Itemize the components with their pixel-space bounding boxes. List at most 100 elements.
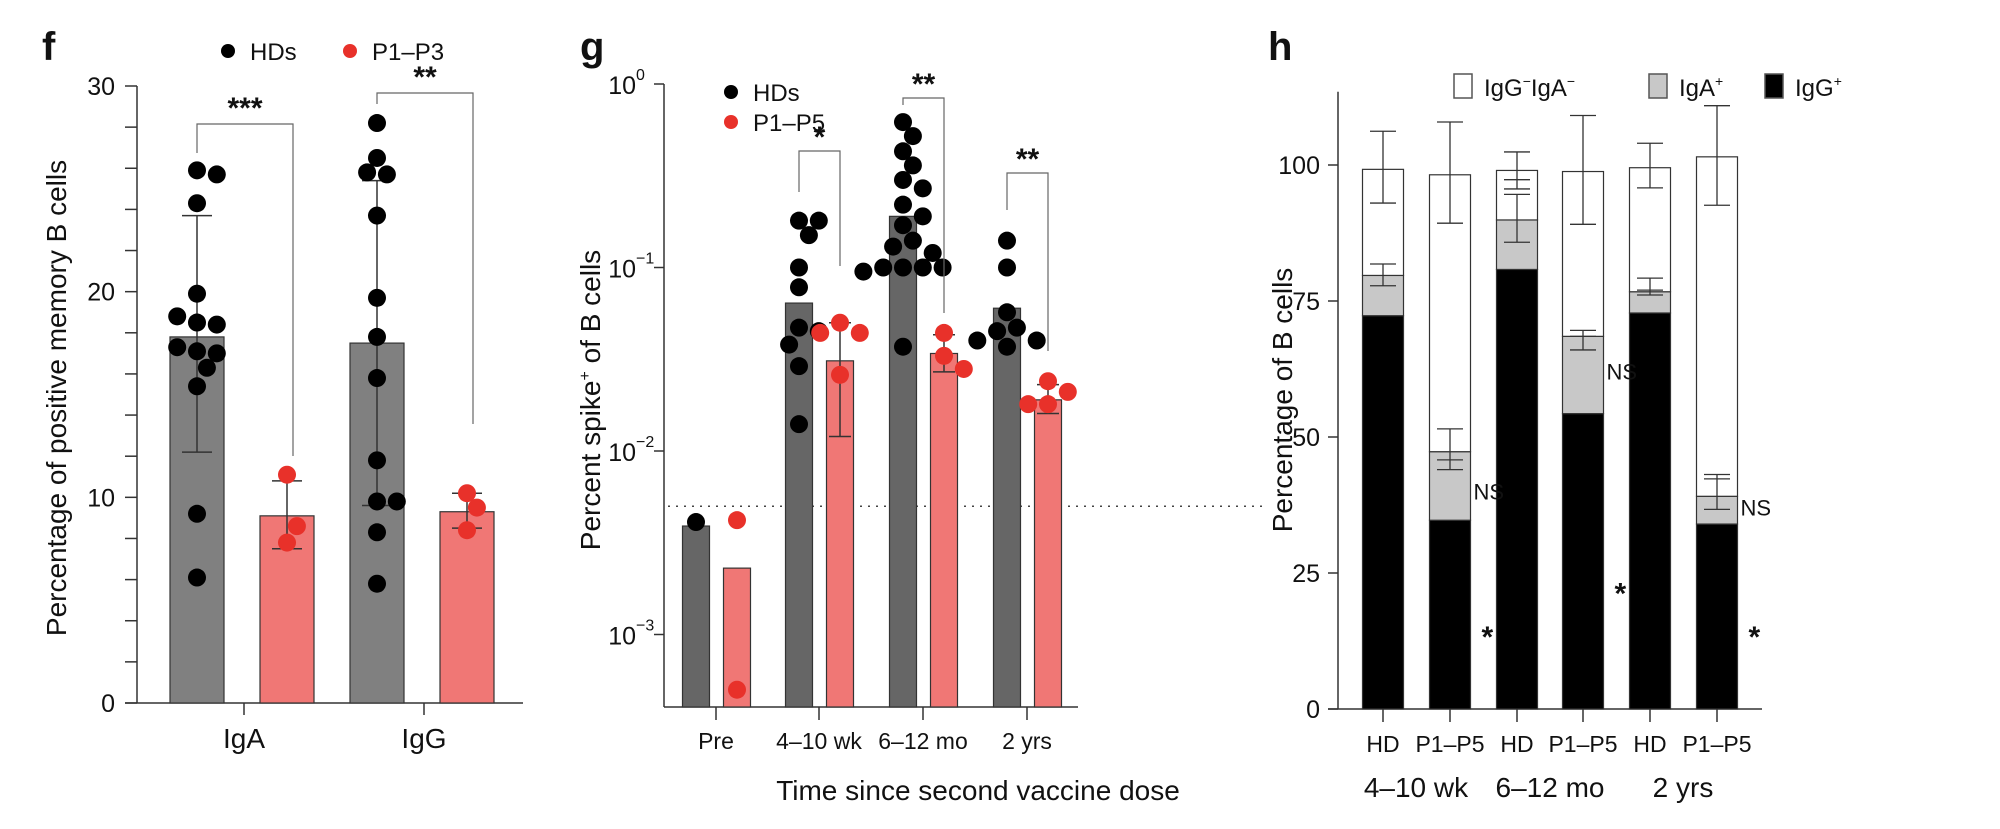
data-point-g — [799, 226, 818, 245]
data-point-g — [850, 323, 869, 342]
data-point-g — [884, 237, 903, 256]
legend-label-g: P1–P5 — [753, 110, 825, 137]
data-point-f — [368, 206, 386, 225]
stacked-bar-segment-h — [1561, 170, 1605, 337]
y-tick-label-g: 10 — [608, 439, 636, 467]
x-tick-label-g: 4–10 wk — [776, 728, 862, 754]
significance-bracket-g — [1006, 172, 1049, 351]
error-bars-f — [182, 179, 482, 550]
significance-label-f: ** — [413, 61, 437, 94]
data-point-g — [1039, 372, 1057, 391]
significance-bracket-f — [376, 92, 474, 424]
error-bars-h — [1370, 105, 1730, 511]
legend-marker-f — [221, 44, 235, 58]
y-tick-label-h: 100 — [1278, 152, 1320, 180]
data-point-g — [831, 365, 849, 384]
data-point-g — [903, 231, 922, 250]
data-point-f — [368, 574, 386, 593]
legend-label-h: IgA+ — [1679, 73, 1723, 102]
data-point-g — [1027, 331, 1046, 350]
legend-superscript-h: − — [1567, 73, 1575, 89]
legend-label-f: P1–P3 — [372, 39, 444, 66]
data-point-g — [998, 303, 1016, 322]
data-point-g — [894, 170, 912, 189]
significance-bracket-g — [798, 150, 841, 266]
data-point-g — [1007, 318, 1026, 337]
data-point-f — [368, 369, 386, 388]
data-point-g — [1019, 395, 1038, 414]
legend-f: HDs P1–P3 — [221, 39, 444, 66]
data-point-g — [790, 357, 808, 376]
y-tick-exponent-g: −1 — [636, 251, 654, 268]
data-point-f — [188, 504, 206, 523]
x-tick-label-g: Pre — [698, 728, 734, 754]
legend-swatch-h — [1648, 73, 1668, 99]
data-point-f — [368, 288, 386, 307]
legend-label-h: IgG−IgA− — [1484, 73, 1575, 102]
data-point-f — [287, 517, 306, 536]
data-point-f — [197, 358, 216, 377]
data-point-f — [358, 163, 377, 182]
stacked-bar-segment-h — [1361, 168, 1405, 277]
data-point-g — [790, 258, 808, 277]
data-point-f — [377, 165, 396, 184]
x-tick-label-h: P1–P5 — [1682, 731, 1751, 757]
data-point-g — [854, 262, 873, 281]
data-point-f — [188, 284, 206, 303]
x-tick-label-g: 6–12 mo — [878, 728, 968, 754]
data-point-g — [831, 313, 849, 332]
legend-text-part-h: IgA — [1531, 75, 1567, 102]
y-tick-exponent-g: 0 — [636, 67, 645, 84]
data-point-f — [458, 521, 476, 540]
points-f — [168, 114, 486, 593]
legend-superscript-h: + — [1834, 73, 1842, 89]
panel-letter-h: h — [1268, 25, 1292, 69]
legend-marker-g — [724, 115, 738, 129]
y-tick-label-g: 10 — [608, 72, 636, 100]
y-tick-label-g: 10 — [608, 256, 636, 284]
data-point-g — [728, 511, 746, 530]
group-label-h: 6–12 mo — [1496, 772, 1605, 803]
bar-g — [681, 525, 711, 708]
x-tick-label-h: HD — [1366, 731, 1399, 757]
data-point-f — [368, 451, 386, 470]
data-point-g — [954, 359, 973, 378]
data-point-g — [913, 207, 932, 226]
data-point-g — [894, 142, 912, 161]
data-point-f — [207, 344, 226, 363]
significance-label-g: * — [814, 121, 826, 154]
data-point-g — [811, 323, 830, 342]
data-point-f — [368, 523, 386, 542]
x-tick-label-h: HD — [1633, 731, 1666, 757]
significance-label-g: ** — [1016, 143, 1040, 176]
data-point-g — [935, 323, 953, 342]
y-tick-label-f: 10 — [87, 484, 115, 512]
significance-label-h: * — [1749, 621, 1761, 654]
y-tick-label-h: 50 — [1292, 424, 1320, 452]
x-axis-title-g: Time since second vaccine dose — [776, 775, 1180, 806]
data-point-f — [188, 161, 206, 180]
data-point-g — [903, 127, 922, 146]
significance-label-f: *** — [227, 92, 262, 125]
significance-label-h: * — [1615, 577, 1627, 610]
y-axis-title-g: Percent spike+ of B cells — [575, 250, 606, 550]
data-point-f — [188, 342, 206, 361]
bar-f-p1p3-igg — [439, 511, 495, 704]
legend-marker-f — [343, 44, 357, 58]
data-point-f — [368, 148, 386, 167]
stacked-bar-segment-h — [1695, 156, 1739, 497]
stacked-bar-segment-h — [1361, 315, 1405, 710]
points-g — [687, 113, 1077, 699]
group-label-h: 4–10 wk — [1364, 772, 1469, 803]
legend-label-g: HDs — [753, 80, 800, 107]
data-point-g — [998, 337, 1016, 356]
data-point-g — [894, 113, 912, 132]
bars-f — [169, 336, 495, 704]
data-point-g — [913, 179, 932, 198]
x-tick-label-g: 2 yrs — [1002, 728, 1052, 754]
data-point-g — [988, 322, 1007, 341]
axes-h: 0 25 50 75 100 HD P1–P5 HD P1–P5 HD P1–P5 4–10 wk 6–… — [1278, 91, 1762, 803]
